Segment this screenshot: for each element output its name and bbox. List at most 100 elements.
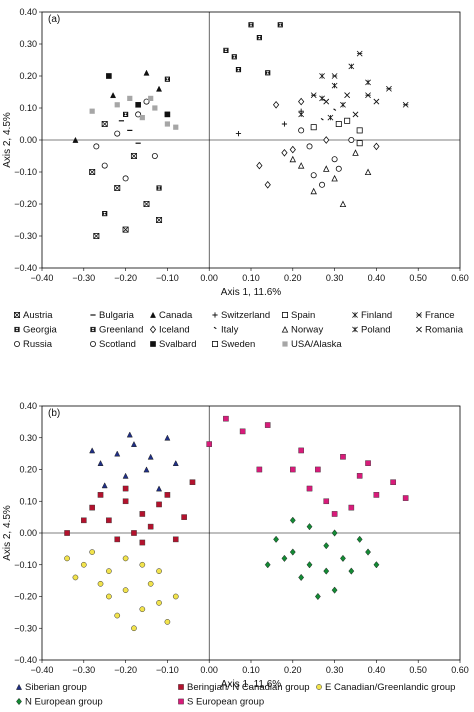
data-point <box>273 535 280 543</box>
data-point <box>331 511 338 517</box>
data-point <box>281 121 288 127</box>
data-point <box>339 200 347 208</box>
data-point <box>93 143 100 150</box>
legend-item: Siberian group <box>15 682 87 693</box>
legend-label: Canada <box>159 310 193 321</box>
x-tick-label: −0.40 <box>31 273 54 283</box>
data-point <box>344 117 351 124</box>
data-point <box>102 211 108 217</box>
data-point <box>223 47 229 53</box>
legend-marker <box>416 312 422 318</box>
data-point <box>114 612 121 619</box>
legend-label: N European group <box>25 697 103 708</box>
data-point <box>139 606 146 613</box>
data-point <box>89 447 96 454</box>
legend-marker <box>213 326 217 330</box>
data-point <box>256 161 263 170</box>
data-point <box>101 121 108 128</box>
data-point <box>189 479 196 486</box>
data-point <box>126 431 133 438</box>
data-point <box>310 187 317 195</box>
data-point <box>264 561 271 569</box>
legend-item: Austria <box>13 310 53 321</box>
data-point <box>89 504 95 511</box>
x-tick-label: 0.60 <box>451 273 469 283</box>
legend-marker <box>15 683 23 690</box>
series-e-canadian-greenlandic-group <box>64 549 179 632</box>
legend-item: E Canadian/Greenlandic group <box>316 682 455 693</box>
legend-label: Georgia <box>23 325 58 336</box>
data-points <box>64 415 409 632</box>
data-points <box>72 22 409 239</box>
data-point <box>310 92 317 99</box>
data-point <box>365 92 371 99</box>
data-point <box>106 568 112 574</box>
data-point <box>298 97 305 106</box>
legend-label: Romania <box>425 325 464 336</box>
legend-marker <box>16 697 22 706</box>
x-axis-label: Axis 1, 11.6% <box>221 679 282 690</box>
data-point <box>235 67 242 73</box>
legend-label: Russia <box>23 339 53 350</box>
data-point <box>319 95 325 102</box>
data-point <box>135 111 142 118</box>
y-tick-label: −0.30 <box>14 231 37 241</box>
series-scotland <box>298 127 355 188</box>
legend: Austria Bulgaria Canada Switzerland Spain Fin… <box>13 310 464 350</box>
series-russia <box>93 98 158 182</box>
data-point <box>135 101 141 108</box>
series-romania <box>323 92 380 118</box>
legend-item: Switzerland <box>212 310 270 321</box>
data-point <box>319 181 326 188</box>
series-svalbard <box>106 73 171 118</box>
x-tick-label: −0.30 <box>72 665 95 675</box>
data-point <box>298 111 305 118</box>
data-point <box>348 63 355 70</box>
data-point <box>290 466 296 473</box>
legend-item: Spain <box>281 310 315 321</box>
legend-marker <box>13 311 20 318</box>
legend-marker <box>178 698 184 705</box>
data-point <box>322 165 330 172</box>
series-georgia <box>102 76 170 217</box>
data-point <box>340 101 346 108</box>
data-point <box>331 529 338 537</box>
data-point <box>131 625 137 632</box>
legend-item: Romania <box>416 325 464 336</box>
legend-label: Poland <box>361 325 391 336</box>
scatter-chart-a: −0.40 −0.30 −0.20 −0.10 0.00 0.10 0.20 0.30 0.40… <box>2 7 469 350</box>
legend-item: Poland <box>352 325 391 336</box>
data-point <box>356 535 363 543</box>
x-tick-label: 0.00 <box>200 665 218 675</box>
data-point <box>264 180 271 189</box>
data-point <box>298 447 304 454</box>
data-point <box>72 136 79 143</box>
data-point <box>106 73 112 79</box>
y-tick-label: 0.10 <box>19 496 37 506</box>
data-point <box>156 185 162 191</box>
data-point <box>122 175 129 182</box>
data-point <box>156 501 162 508</box>
legend-marker <box>149 311 157 318</box>
panel-label: (b) <box>48 408 60 419</box>
legend-item: Greenland <box>90 325 143 336</box>
data-point <box>323 542 330 550</box>
series-switzerland <box>235 108 304 137</box>
data-point <box>373 492 380 498</box>
data-point <box>298 573 305 582</box>
scatter-chart-b: −0.40 −0.30 −0.20 −0.10 0.00 0.10 0.20 0.30 0.40… <box>2 401 469 708</box>
data-point <box>164 492 171 498</box>
data-point <box>173 124 179 130</box>
data-point <box>110 92 117 99</box>
legend-item: Finland <box>352 310 392 321</box>
data-point <box>320 118 324 121</box>
data-point <box>114 536 121 543</box>
legend-item: France <box>416 310 455 321</box>
x-tick-label: 0.60 <box>451 665 469 675</box>
x-tick-label: −0.20 <box>114 273 137 283</box>
data-point <box>97 580 104 587</box>
data-point <box>356 127 363 134</box>
series-beringian-n-canadian-group <box>64 479 196 546</box>
data-point <box>127 95 133 101</box>
legend-label: Spain <box>291 310 315 321</box>
